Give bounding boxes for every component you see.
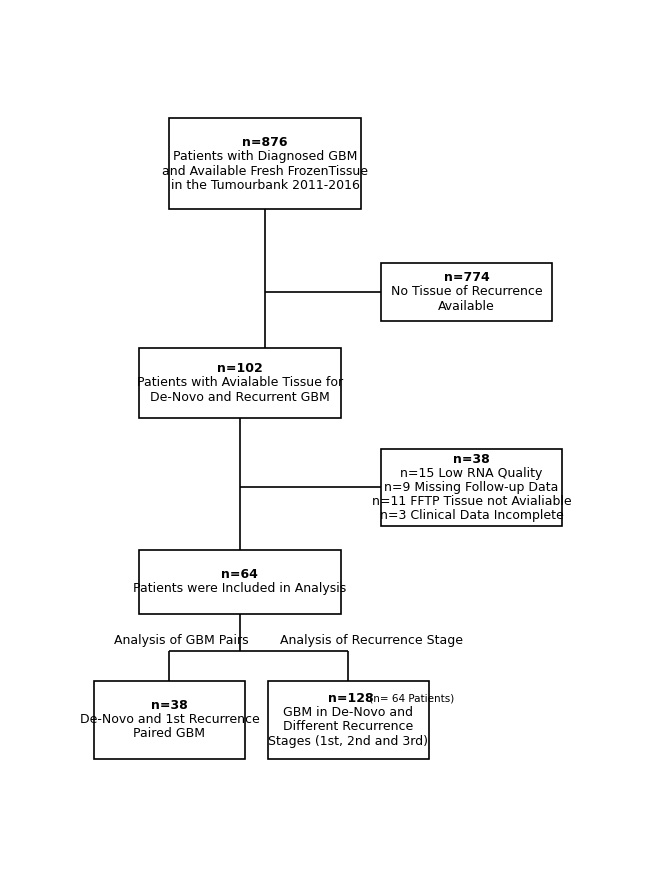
- Text: Available: Available: [438, 299, 495, 312]
- Bar: [268, 681, 429, 759]
- Bar: [94, 681, 245, 759]
- Text: De-Novo and Recurrent GBM: De-Novo and Recurrent GBM: [150, 390, 330, 403]
- Text: n=11 FFTP Tissue not Avialiable: n=11 FFTP Tissue not Avialiable: [372, 495, 571, 508]
- Text: n=876: n=876: [242, 136, 288, 150]
- Text: GBM in De-Novo and: GBM in De-Novo and: [283, 706, 413, 719]
- Text: n=64: n=64: [222, 568, 258, 581]
- Text: n=3 Clinical Data Incomplete: n=3 Clinical Data Incomplete: [380, 509, 564, 522]
- Text: Analysis of GBM Pairs: Analysis of GBM Pairs: [114, 634, 248, 648]
- Text: n=15 Low RNA Quality: n=15 Low RNA Quality: [400, 466, 543, 480]
- Text: Different Recurrence: Different Recurrence: [283, 720, 413, 733]
- Text: n=128: n=128: [328, 692, 374, 705]
- Bar: [381, 449, 562, 526]
- Text: Patients were Included in Analysis: Patients were Included in Analysis: [133, 582, 346, 595]
- Text: Patients with Avialable Tissue for: Patients with Avialable Tissue for: [137, 376, 343, 389]
- Bar: [139, 550, 341, 613]
- Text: and Available Fresh FrozenTissue: and Available Fresh FrozenTissue: [162, 164, 368, 178]
- Bar: [170, 118, 361, 209]
- Bar: [381, 263, 552, 320]
- Text: Paired GBM: Paired GBM: [133, 727, 205, 740]
- Text: n=9 Missing Follow-up Data: n=9 Missing Follow-up Data: [384, 481, 559, 493]
- Text: n=38: n=38: [151, 699, 188, 712]
- Text: n=102: n=102: [217, 362, 263, 375]
- Text: n=38: n=38: [453, 452, 490, 466]
- Text: Analysis of Recurrence Stage: Analysis of Recurrence Stage: [280, 634, 463, 648]
- Text: No Tissue of Recurrence: No Tissue of Recurrence: [391, 285, 543, 298]
- Text: Patients with Diagnosed GBM: Patients with Diagnosed GBM: [173, 150, 358, 164]
- Text: Stages (1st, 2nd and 3rd): Stages (1st, 2nd and 3rd): [268, 734, 428, 747]
- Text: (n= 64 Patients): (n= 64 Patients): [366, 694, 454, 704]
- Bar: [139, 347, 341, 418]
- Text: in the Tumourbank 2011-2016: in the Tumourbank 2011-2016: [171, 178, 359, 192]
- Text: De-Novo and 1st Recurrence: De-Novo and 1st Recurrence: [79, 713, 259, 726]
- Text: n=774: n=774: [444, 271, 489, 284]
